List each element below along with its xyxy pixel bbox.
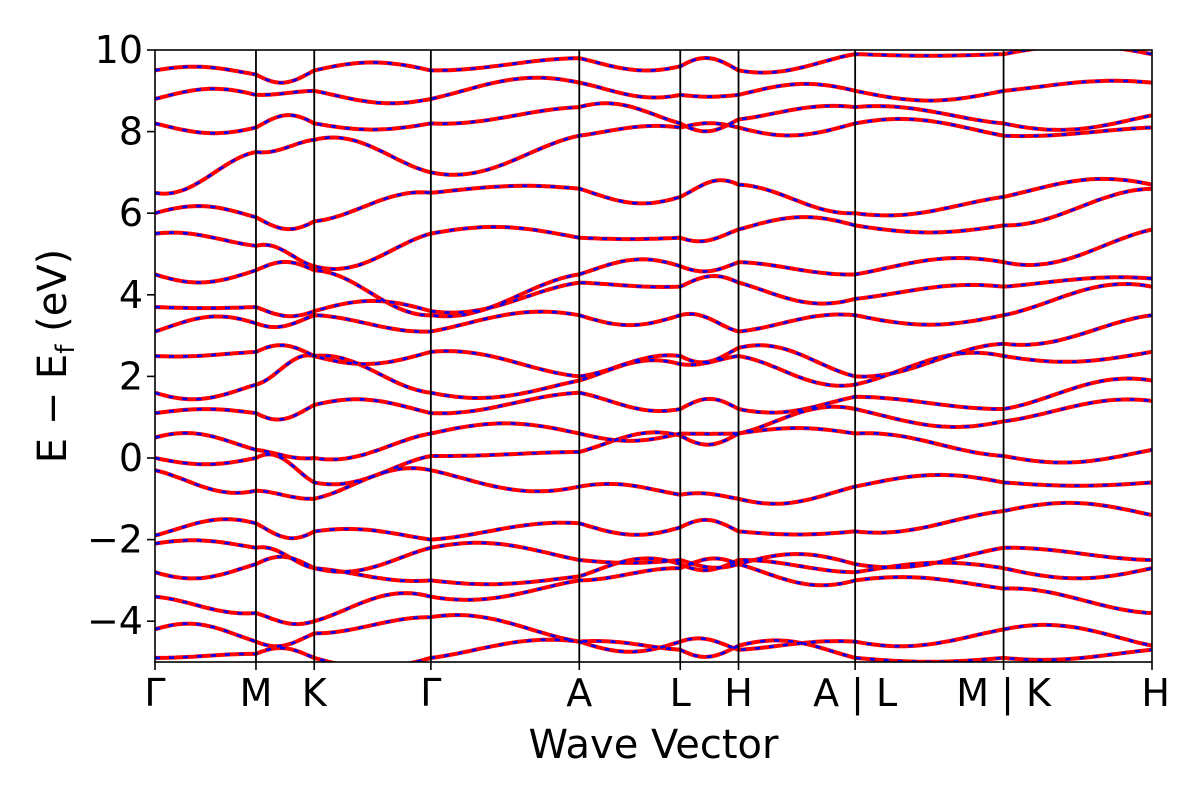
x-tick-label: M: [240, 671, 273, 715]
x-tick-label: L: [670, 671, 691, 715]
y-axis-ticks: −4 −2 0 2 4 6 8 10: [87, 28, 155, 643]
band-line-blue: [155, 102, 1152, 135]
x-tick-label: A: [566, 671, 592, 715]
band-line-blue: [155, 274, 1152, 318]
band-line-red: [155, 538, 1152, 574]
y-axis-label-subscript: f: [51, 344, 81, 354]
band-line-blue: [155, 377, 1152, 421]
y-axis-label: E − Ef (eV): [30, 249, 81, 464]
x-tick-label: H: [724, 671, 753, 715]
band-line-blue: [155, 187, 1152, 271]
band-line-red: [155, 313, 1152, 379]
band-line-red: [155, 50, 1152, 85]
band-line-red: [155, 500, 1152, 542]
y-tick-label: 4: [119, 273, 143, 317]
band-line-red: [155, 376, 1152, 422]
x-tick-label: A | L: [813, 671, 897, 716]
band-line-red: [155, 637, 1152, 662]
x-tick-label: Γ: [144, 671, 165, 715]
x-tick-label: K: [302, 671, 328, 715]
band-line-blue: [155, 117, 1152, 196]
y-tick-label: −4: [87, 599, 143, 643]
y-tick-label: −2: [87, 518, 143, 562]
band-line-red: [155, 281, 1152, 334]
band-line-red: [155, 186, 1152, 272]
band-line-red: [155, 116, 1152, 196]
y-axis-label-main: E − E: [30, 354, 76, 464]
x-tick-label: Γ: [420, 671, 441, 715]
band-line-red: [155, 101, 1152, 136]
band-line-blue: [155, 228, 1152, 318]
high-symmetry-lines: [255, 50, 1005, 662]
band-line-blue: [155, 426, 1152, 486]
band-line-red: [155, 227, 1152, 319]
band-line-red: [155, 273, 1152, 319]
band-line-blue: [155, 350, 1152, 401]
band-line-blue: [155, 76, 1152, 105]
x-tick-label: H: [1141, 671, 1170, 715]
x-tick-label: M | K: [956, 671, 1052, 716]
band-line-red: [155, 397, 1152, 462]
y-tick-label: 10: [95, 28, 143, 72]
y-tick-label: 2: [119, 354, 143, 398]
plot-frame: [154, 49, 1153, 663]
y-tick-label: 6: [119, 191, 143, 235]
y-axis-label-unit: (eV): [30, 249, 76, 345]
band-line-red: [155, 176, 1152, 232]
y-tick-label: 8: [119, 110, 143, 154]
x-axis-label: Wave Vector: [529, 722, 780, 768]
band-line-red: [155, 556, 1152, 627]
y-tick-label: 0: [119, 436, 143, 480]
band-line-red: [155, 466, 1152, 506]
bands-layer: [155, 50, 1152, 662]
band-line-red: [155, 612, 1152, 654]
